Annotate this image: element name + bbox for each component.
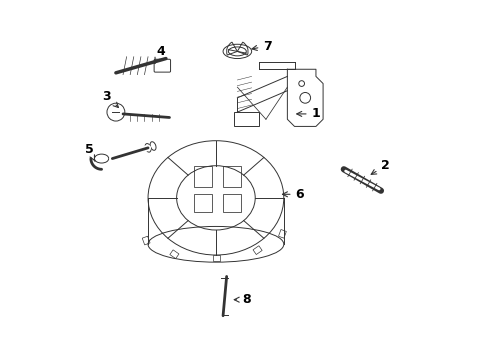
Text: 5: 5	[84, 143, 95, 161]
Text: 1: 1	[296, 107, 320, 120]
Text: 4: 4	[155, 45, 164, 63]
Text: 3: 3	[102, 90, 118, 108]
Text: 7: 7	[251, 40, 271, 53]
Text: 8: 8	[234, 293, 250, 306]
Bar	[169, 250, 179, 258]
Text: 6: 6	[282, 188, 304, 201]
Bar	[278, 229, 286, 238]
Bar	[233, 112, 258, 126]
Bar	[252, 246, 262, 255]
Bar	[213, 255, 220, 261]
Text: 2: 2	[370, 159, 389, 174]
Bar	[142, 236, 150, 245]
